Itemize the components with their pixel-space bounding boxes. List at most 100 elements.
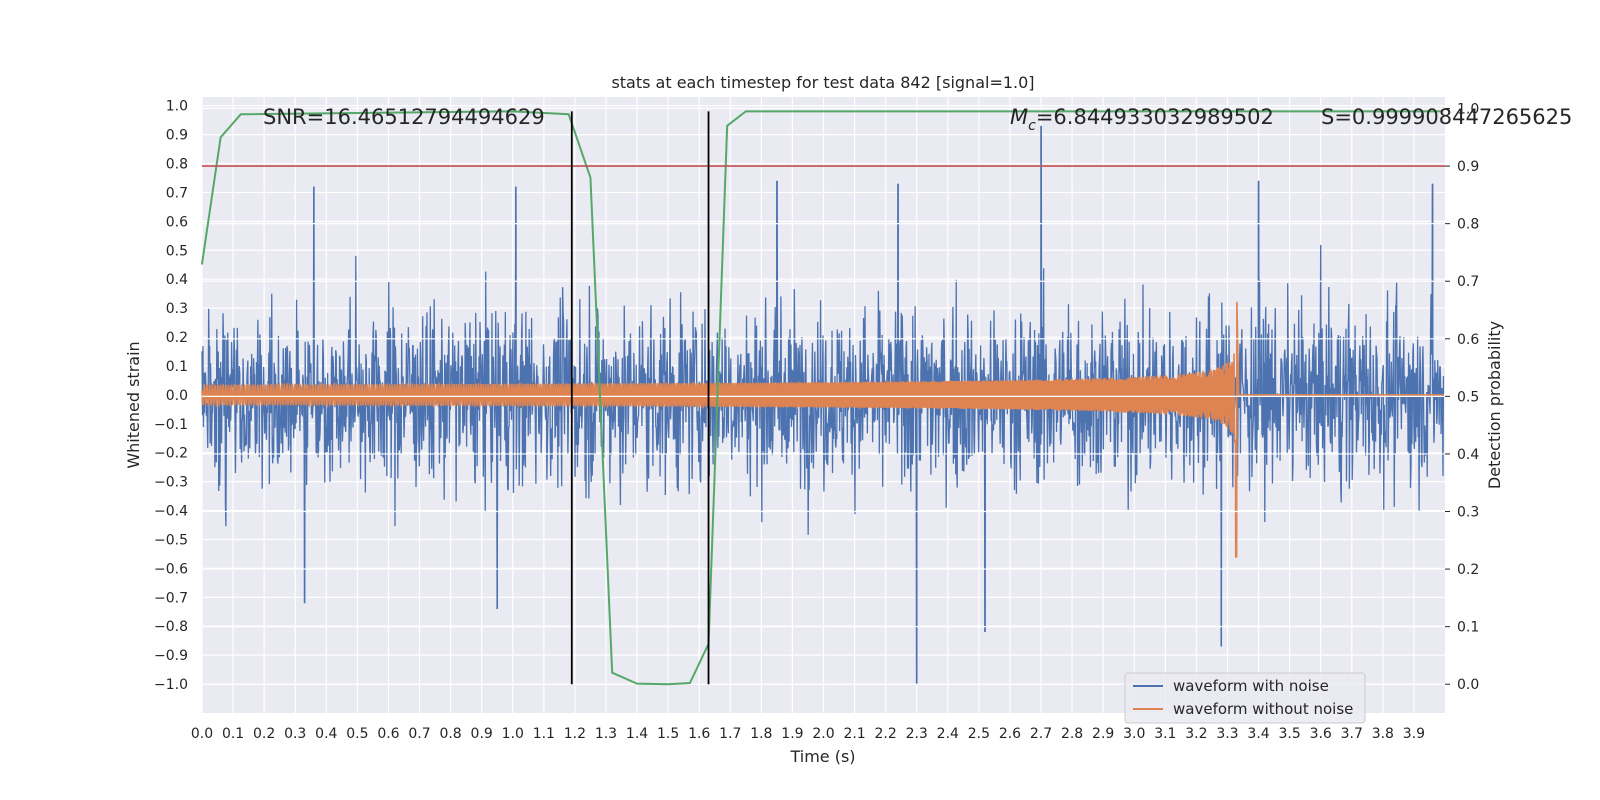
x-axis-label: Time (s) bbox=[789, 747, 855, 766]
x-tick-label: 0.9 bbox=[471, 726, 493, 742]
y-tick-label: 0.6 bbox=[166, 214, 188, 230]
probability-point bbox=[689, 682, 691, 684]
y2-tick-label: 0.6 bbox=[1457, 332, 1479, 348]
y-tick-label: −1.0 bbox=[154, 677, 188, 693]
series-detection-probability bbox=[201, 110, 1443, 686]
legend-box bbox=[1124, 672, 1366, 724]
x-tick-label: 3.6 bbox=[1310, 726, 1332, 742]
chart-title: stats at each timestep for test data 842… bbox=[611, 73, 1034, 92]
x-tick-label: 1.0 bbox=[502, 726, 524, 742]
x-tick-label: 0.0 bbox=[191, 726, 213, 742]
y-axis-label: Whitened strain bbox=[124, 341, 143, 468]
x-tick-label: 2.9 bbox=[1092, 726, 1114, 742]
probability-point bbox=[201, 263, 203, 265]
x-tick-label: 0.8 bbox=[439, 726, 461, 742]
mc-value: =6.844933032989502 bbox=[1036, 105, 1274, 129]
x-tick-label: 2.2 bbox=[875, 726, 897, 742]
probability-point bbox=[636, 682, 638, 685]
reference-lines bbox=[202, 111, 1445, 685]
y-tick-label: 0.9 bbox=[166, 128, 188, 144]
y2-tick-label: 1.0 bbox=[1457, 102, 1479, 118]
x-tick-label: 3.4 bbox=[1247, 726, 1269, 742]
x-tick-label: 3.3 bbox=[1216, 726, 1238, 742]
snr-annotation: SNR=16.46512794494629 bbox=[263, 105, 545, 129]
probability-point bbox=[240, 113, 242, 116]
x-tick-label: 0.3 bbox=[284, 726, 306, 742]
x-tick-label: 0.2 bbox=[253, 726, 275, 742]
x-tick-label: 3.1 bbox=[1154, 726, 1176, 742]
y2-tick-label: 0.0 bbox=[1457, 677, 1479, 693]
x-tick-label: 2.6 bbox=[999, 726, 1021, 742]
x-tick-label: 3.0 bbox=[1123, 726, 1145, 742]
x-tick-label: 1.2 bbox=[564, 726, 586, 742]
probability-line bbox=[201, 110, 1442, 686]
y2-tick-label: 0.8 bbox=[1457, 217, 1479, 233]
legend-label-waveform-with-noise: waveform with noise bbox=[1173, 677, 1329, 695]
x-tick-label: 1.5 bbox=[657, 726, 679, 742]
probability-point bbox=[745, 110, 747, 113]
y2-tick-label: 0.3 bbox=[1457, 505, 1479, 521]
y-tick-label: −0.1 bbox=[154, 417, 188, 433]
x-tick-label: 2.1 bbox=[843, 726, 865, 742]
probability-point bbox=[219, 136, 222, 139]
x-tick-label: 2.8 bbox=[1061, 726, 1083, 742]
y-tick-label: −0.9 bbox=[154, 648, 188, 664]
probability-point bbox=[611, 671, 613, 674]
probability-point bbox=[511, 110, 514, 113]
y-tick-label: 0.4 bbox=[166, 272, 188, 288]
x-tick-label: 2.4 bbox=[937, 726, 959, 742]
x-tick-label: 2.0 bbox=[812, 726, 834, 742]
x-tick-label: 1.1 bbox=[533, 726, 555, 742]
x-tick-label: 2.3 bbox=[906, 726, 928, 742]
x-tick-label: 1.3 bbox=[595, 726, 617, 742]
x-tick-label: 1.4 bbox=[626, 726, 648, 742]
x-tick-label: 1.6 bbox=[688, 726, 710, 742]
y-tick-label: 0.0 bbox=[166, 388, 188, 404]
y2-tick-label: 0.9 bbox=[1457, 159, 1479, 175]
y2-tick-label: 0.4 bbox=[1457, 447, 1479, 463]
y-tick-label: 0.5 bbox=[166, 243, 188, 259]
x-tick-label: 0.1 bbox=[222, 726, 244, 742]
y-tick-label: 0.3 bbox=[166, 301, 188, 317]
y-tick-label: −0.4 bbox=[154, 504, 188, 520]
mc-annotation: Mc=6.844933032989502 bbox=[1010, 105, 1274, 134]
x-tick-label: 0.5 bbox=[346, 726, 368, 742]
legend-label-waveform-without-noise: waveform without noise bbox=[1173, 700, 1353, 718]
y-tick-label: 0.2 bbox=[166, 330, 188, 346]
y2-tick-label: 0.5 bbox=[1457, 389, 1479, 405]
x-tick-label: 2.5 bbox=[968, 726, 990, 742]
x-tick-label: 2.7 bbox=[1030, 726, 1052, 742]
y2-tick-label: 0.2 bbox=[1457, 562, 1479, 578]
x-tick-label: 0.6 bbox=[377, 726, 399, 742]
mc-symbol: M bbox=[1010, 105, 1028, 129]
series-waveform-without-noise bbox=[201, 301, 1444, 558]
y-tick-label: 0.7 bbox=[166, 185, 188, 201]
x-tick-label: 1.8 bbox=[750, 726, 772, 742]
y-tick-label: 0.8 bbox=[166, 157, 188, 173]
x-axis-ticks: 0.0 0.1 0.2 0.3 0.4 0.5 0.6 0.7 0.8 0.9 1.0 1.1 1.2 1… bbox=[191, 726, 1425, 742]
y-tick-label: 0.1 bbox=[166, 359, 188, 375]
x-tick-label: 0.4 bbox=[315, 726, 337, 742]
y-tick-label: 1.0 bbox=[166, 99, 188, 115]
x-tick-label: 3.2 bbox=[1185, 726, 1207, 742]
y-tick-label: −0.6 bbox=[154, 561, 188, 577]
y-axis-ticks: 1.0 0.9 0.8 0.7 0.6 0.5 0.4 0.3 0.2 0.1 0.0 −0.1 −0.… bbox=[154, 99, 188, 693]
y2-axis-label: Detection probability bbox=[1485, 321, 1504, 489]
x-tick-label: 3.7 bbox=[1341, 726, 1363, 742]
y-tick-label: −0.3 bbox=[154, 475, 188, 491]
y-tick-label: −0.8 bbox=[154, 619, 188, 635]
probability-point bbox=[589, 176, 592, 179]
x-tick-label: 3.9 bbox=[1403, 726, 1425, 742]
y-tick-label: −0.2 bbox=[154, 446, 188, 462]
x-tick-label: 3.8 bbox=[1372, 726, 1394, 742]
y2-axis-ticks: 1.0 0.9 0.8 0.7 0.6 0.5 0.4 0.3 0.2 0.1 0.0 bbox=[1445, 102, 1479, 693]
x-tick-label: 1.7 bbox=[719, 726, 741, 742]
y-tick-label: −0.5 bbox=[154, 532, 188, 548]
y2-tick-label: 0.1 bbox=[1457, 620, 1479, 636]
probability-point bbox=[1441, 110, 1443, 113]
probability-point bbox=[567, 113, 570, 116]
y2-tick-label: 0.7 bbox=[1457, 274, 1479, 290]
x-tick-label: 0.7 bbox=[408, 726, 430, 742]
y-tick-label: −0.7 bbox=[154, 590, 188, 606]
